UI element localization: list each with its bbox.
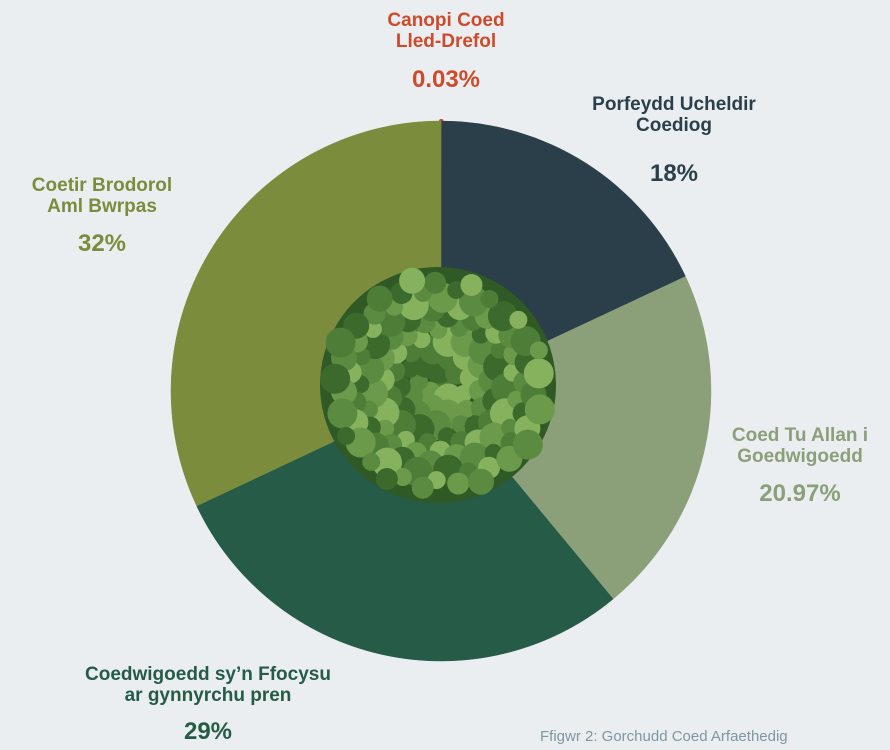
tree-leaf	[529, 341, 548, 360]
slice-label: Coetir Brodorol Aml Bwrpas	[31, 175, 173, 217]
tree-leaf	[411, 476, 434, 499]
pie-slice	[196, 390, 614, 662]
tree-leaf	[480, 290, 499, 309]
tree-leaf	[512, 429, 543, 460]
slice-label: Porfeydd Ucheldir Coediog	[592, 94, 756, 136]
value-label: 29%	[183, 718, 233, 745]
slice-label: Coedwigoedd sy’n Ffocysu ar gynnyrchu pr…	[85, 664, 331, 706]
tree-leaf	[325, 327, 356, 358]
tree-leaf	[468, 468, 495, 495]
tree-leaf	[401, 359, 420, 378]
tree-leaf	[457, 399, 476, 418]
tree-leaf	[320, 363, 351, 394]
tree-leaf	[523, 358, 554, 389]
tree-leaf	[399, 267, 426, 294]
slice-label: Canopi Coed Lled-Drefol	[387, 10, 505, 52]
tree-leaf	[337, 426, 356, 445]
tree-image	[320, 267, 556, 503]
tree-leaf	[402, 344, 421, 363]
tree-leaf	[509, 310, 528, 329]
tree-leaf	[501, 418, 520, 437]
slice-label: Coed Tu Allan i Goedwigoedd	[731, 425, 869, 467]
tree-leaf	[393, 468, 412, 487]
tree-leaf	[524, 394, 555, 425]
value-label: 18%	[649, 160, 699, 187]
value-label: 32%	[77, 230, 127, 257]
pie-slice	[440, 276, 712, 600]
tree-leaf	[375, 468, 398, 491]
tree-leaf	[327, 398, 358, 429]
value-label: 20.97%	[759, 480, 841, 507]
tree-leaf	[460, 273, 483, 296]
value-label: 0.03%	[411, 66, 481, 93]
tree-leaf	[366, 285, 393, 312]
tree-leaf	[453, 385, 472, 404]
caption: Ffigwr 2: Gorchudd Coed Arfaethedig	[540, 728, 788, 745]
tree-leaf	[376, 419, 395, 438]
tree-leaf	[424, 271, 447, 294]
tree-leaf	[362, 452, 381, 471]
tree-leaf	[372, 447, 403, 478]
tree-leaf	[447, 472, 470, 495]
